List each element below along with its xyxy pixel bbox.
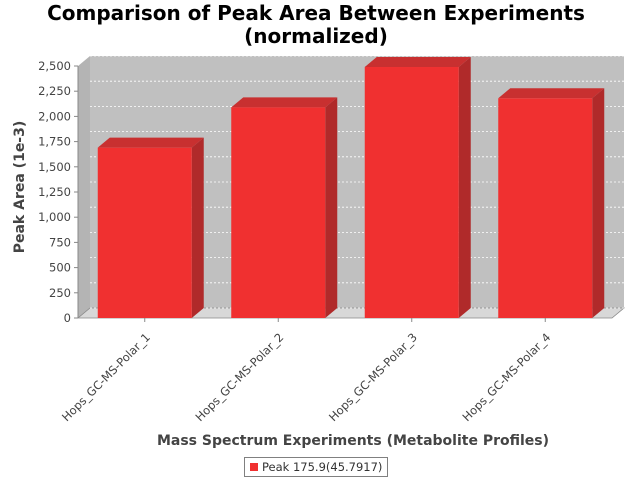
chart-title-line-1: Comparison of Peak Area Between Experime… xyxy=(47,1,585,25)
bar-front-face xyxy=(498,98,593,318)
bar-top-face xyxy=(97,137,204,148)
chart-title-line-2: (normalized) xyxy=(244,24,388,48)
bar xyxy=(231,97,338,318)
bar xyxy=(97,137,204,318)
y-tick-label: 750 xyxy=(49,235,71,249)
plot-background xyxy=(76,56,626,319)
y-tick-label: 2,000 xyxy=(38,109,71,123)
bar-front-face xyxy=(231,107,326,318)
x-tick-label: Hops_GC-MS-Polar_4 xyxy=(459,330,553,424)
y-axis-title: Peak Area (1e-3) xyxy=(12,121,28,254)
bar-top-face xyxy=(231,97,338,108)
bar-side-face xyxy=(325,97,338,318)
bar xyxy=(364,57,471,319)
x-axis: Hops_GC-MS-Polar_1 Hops_GC-MS-Polar_2 Hops… xyxy=(59,318,553,424)
bars xyxy=(97,57,605,319)
x-tick-label: Hops_GC-MS-Polar_3 xyxy=(326,330,420,424)
bar-side-face xyxy=(592,88,605,318)
y-tick-label: 250 xyxy=(49,286,71,300)
y-tick-label: 500 xyxy=(49,261,71,275)
y-tick-label: 2,250 xyxy=(38,84,71,98)
bar-top-face xyxy=(498,88,605,99)
x-tick-label: Hops_GC-MS-Polar_1 xyxy=(59,330,153,424)
bar xyxy=(498,88,605,318)
bar-side-face xyxy=(191,137,204,318)
plot-left-wall xyxy=(78,56,90,318)
legend-label: Peak 175.9(45.7917) xyxy=(262,460,383,474)
bar-top-face xyxy=(364,57,471,68)
y-tick-label: 1,500 xyxy=(38,160,71,174)
y-tick-label: 0 xyxy=(64,311,71,325)
y-tick-label: 1,750 xyxy=(38,135,71,149)
x-axis-title: Mass Spectrum Experiments (Metabolite Pr… xyxy=(157,433,549,449)
bar-side-face xyxy=(458,57,471,319)
legend: Peak 175.9(45.7917) xyxy=(244,457,389,477)
x-tick-label: Hops_GC-MS-Polar_2 xyxy=(192,330,286,424)
bar-front-face xyxy=(364,67,459,319)
legend-swatch xyxy=(250,463,258,471)
bar-front-face xyxy=(97,147,192,318)
y-tick-label: 1,250 xyxy=(38,185,71,199)
plot-back-wall xyxy=(90,56,624,308)
y-tick-label: 2,500 xyxy=(38,59,71,73)
y-tick-label: 1,000 xyxy=(38,210,71,224)
y-axis: 0 250 500 750 1,000 1,250 1,500 1,750 2,000 2,250… xyxy=(38,59,79,325)
